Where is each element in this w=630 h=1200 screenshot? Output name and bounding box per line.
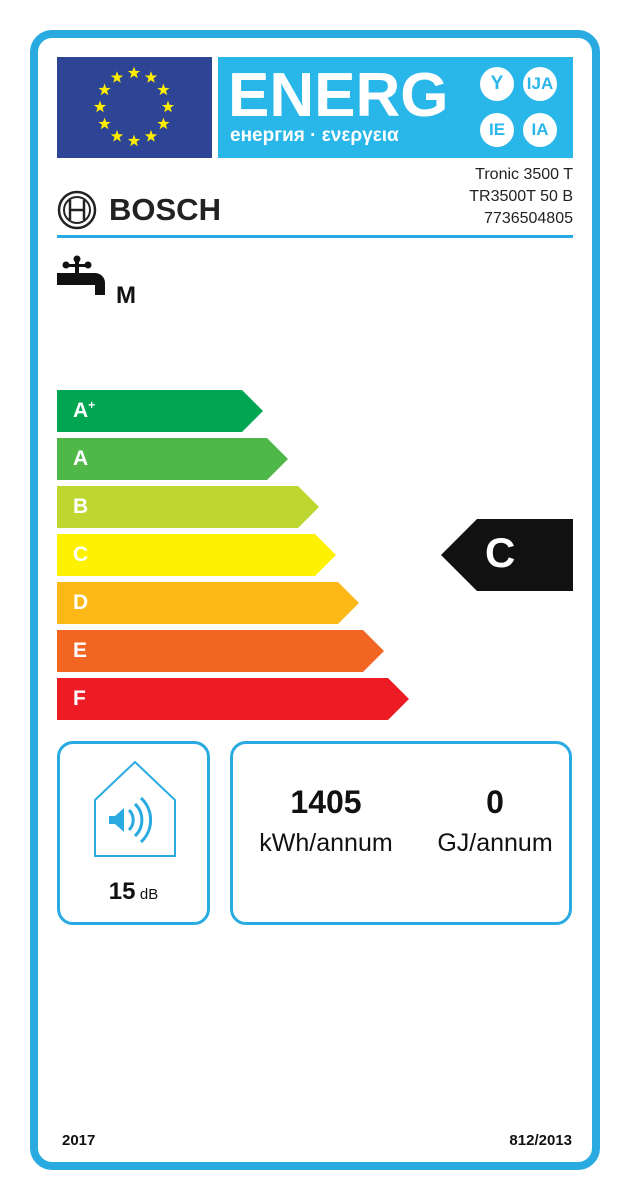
star-icon: [98, 117, 111, 130]
label-year: 2017: [62, 1132, 96, 1149]
energy-class-bar: E: [57, 630, 384, 672]
star-icon: [93, 100, 107, 113]
model-identifier: Tronic 3500 T TR3500T 50 B 7736504805: [469, 164, 573, 230]
electricity-unit: kWh/annum: [259, 829, 393, 857]
load-profile: M: [116, 282, 136, 309]
class-letter: C: [73, 543, 89, 566]
energy-class-bar: A+: [57, 390, 263, 432]
supplier-brand: BOSCH: [57, 190, 221, 230]
energy-header: ENERG енергия · ενεργεια Y IJA IE IA: [218, 57, 573, 158]
star-icon: [127, 66, 141, 79]
lang-suffix: IJA: [523, 67, 557, 101]
rating-indicator: C: [441, 519, 573, 596]
model-line: Tronic 3500 T: [475, 166, 573, 183]
energy-class-label: A: [73, 446, 88, 471]
star-icon: [157, 83, 170, 96]
noise-box: 15 dB: [57, 741, 210, 925]
noise-value: 15: [108, 878, 136, 905]
electricity-value: 1405: [290, 784, 362, 820]
class-letter: A: [73, 447, 89, 470]
energy-class-label: C: [73, 542, 88, 567]
star-icon: [98, 83, 111, 96]
energy-class-label: A+: [73, 398, 95, 423]
star-icon: [157, 117, 170, 130]
class-letter: D: [73, 591, 89, 614]
energy-word: ENERG: [228, 61, 449, 130]
class-sup: +: [88, 398, 96, 412]
divider: [57, 235, 573, 238]
consumption-box: 1405 kWh/annum 0 GJ/annum: [230, 741, 572, 925]
class-letter: A: [73, 399, 89, 422]
noise-unit: dB: [139, 886, 159, 903]
model-line: 7736504805: [484, 210, 573, 227]
noise-level: 15 dB: [60, 878, 207, 906]
tap-icon: [57, 255, 105, 295]
fuel-value: 0: [486, 784, 504, 820]
bosch-logo-icon: [57, 190, 97, 230]
energy-class-bar: A: [57, 438, 288, 480]
star-icon: [127, 134, 141, 147]
energy-class-label: D: [73, 590, 88, 615]
rating-letter: C: [485, 529, 516, 576]
star-icon: [110, 71, 124, 83]
lang-suffix: IE: [480, 113, 514, 147]
lang-suffix: Y: [480, 67, 514, 101]
sound-house-icon: [94, 760, 176, 857]
energy-class-bar: D: [57, 582, 359, 624]
energy-class-bar: F: [57, 678, 409, 720]
star-icon: [161, 100, 175, 113]
class-letter: B: [73, 495, 89, 518]
energy-class-bar: C: [57, 534, 336, 576]
class-letter: E: [73, 639, 88, 662]
energy-class-bar: B: [57, 486, 319, 528]
brand-name: BOSCH: [109, 192, 221, 227]
class-letter: F: [73, 687, 86, 710]
star-icon: [144, 129, 158, 142]
energy-class-label: E: [73, 638, 87, 663]
energy-class-label: B: [73, 494, 88, 519]
label-border: [30, 30, 600, 1170]
energy-subtitle: енергия · ενεργεια: [230, 125, 399, 146]
star-icon: [144, 71, 158, 83]
eu-flag-icon: [57, 57, 212, 158]
lang-suffix: IA: [523, 113, 557, 147]
regulation-number: 812/2013: [509, 1132, 572, 1149]
energy-class-label: F: [73, 686, 86, 711]
star-icon: [110, 129, 124, 142]
fuel-unit: GJ/annum: [437, 829, 553, 857]
model-line: TR3500T 50 B: [469, 188, 573, 205]
